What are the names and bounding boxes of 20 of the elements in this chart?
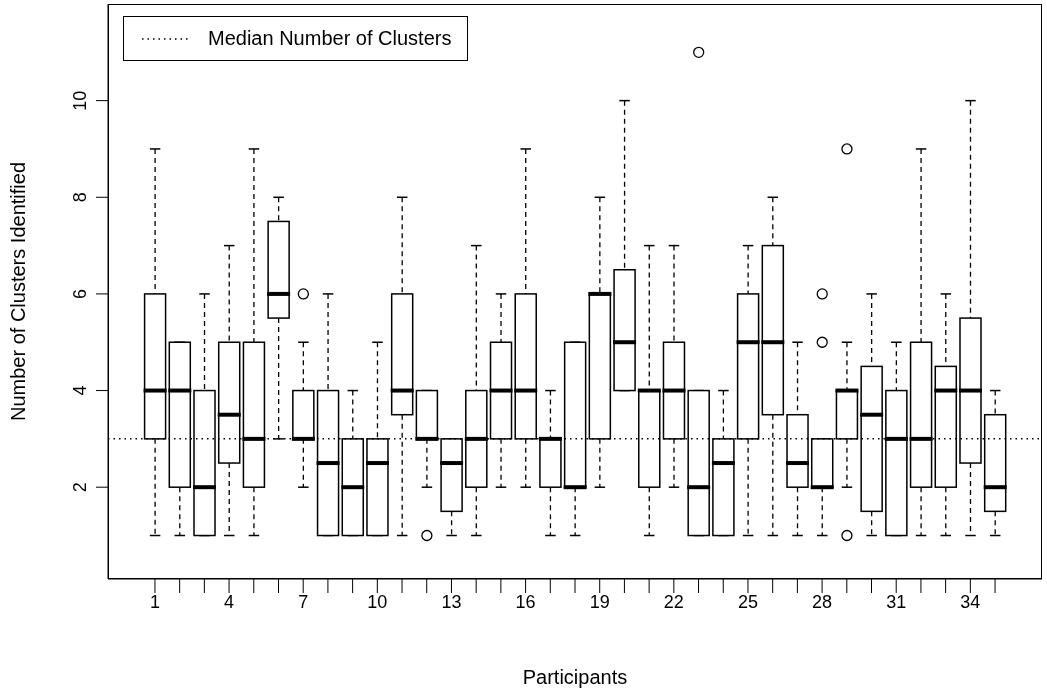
y-axis-title: Number of Clusters Identified: [7, 161, 30, 422]
x-tick-label: 7: [298, 591, 309, 612]
x-tick-label: 19: [589, 591, 610, 612]
y-tick-label: 2: [70, 482, 90, 493]
x-tick-label: 10: [367, 591, 388, 612]
y-tick-label: 6: [70, 288, 90, 299]
x-tick-label: 4: [224, 591, 235, 612]
y-tick-label: 10: [70, 90, 90, 111]
x-tick-label: 22: [663, 591, 684, 612]
x-tick-label: 28: [812, 591, 833, 612]
x-tick-label: 13: [441, 591, 462, 612]
y-tick-label: 8: [70, 192, 90, 203]
x-tick-label: 34: [960, 591, 981, 612]
x-tick-label: 16: [515, 591, 536, 612]
x-tick-label: 31: [886, 591, 907, 612]
y-tick-label: 4: [70, 385, 90, 396]
legend-label: Median Number of Clusters: [208, 27, 452, 50]
x-axis-title: Participants: [522, 666, 628, 688]
x-tick-label: 1: [149, 591, 160, 612]
x-tick-label: 25: [737, 591, 758, 612]
